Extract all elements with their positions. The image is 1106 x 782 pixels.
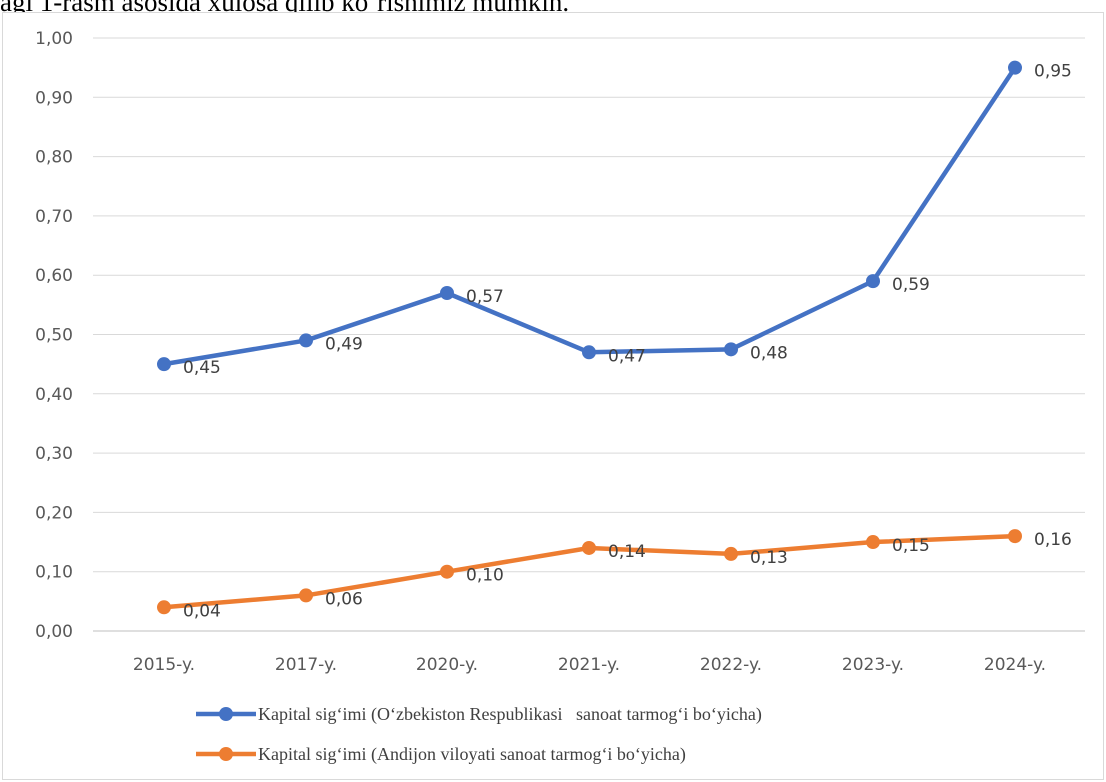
data-point: [724, 342, 738, 357]
y-tick-label: 0,60: [35, 266, 73, 286]
chart-frame: [2, 12, 1104, 780]
legend-item-1: Kapital sig‘imi (O‘zbekiston Respublikas…: [196, 704, 762, 725]
data-label: 0,06: [325, 589, 363, 609]
data-point: [440, 564, 454, 579]
data-label: 0,04: [183, 601, 221, 621]
data-label: 0,16: [1034, 530, 1072, 550]
x-tick-label: 2024-y.: [984, 655, 1046, 675]
y-tick-label: 0,10: [35, 563, 73, 583]
data-point: [1008, 60, 1022, 75]
x-tick-label: 2023-y.: [842, 655, 904, 675]
data-point: [299, 588, 313, 603]
y-axis-ticks: 0,00 0,10 0,20 0,30 0,40 0,50 0,60 0,70 0,80 0,90…: [35, 29, 73, 642]
data-label: 0,59: [892, 275, 930, 295]
data-label: 0,45: [183, 358, 221, 378]
y-tick-label: 0,70: [35, 207, 73, 227]
y-tick-label: 1,00: [35, 29, 73, 49]
legend-marker: [219, 747, 233, 761]
data-point: [1008, 529, 1022, 544]
data-point: [866, 535, 880, 550]
series-1: 0,45 0,49 0,57 0,47 0,48 0,59 0,95: [157, 60, 1072, 378]
x-tick-label: 2022-y.: [700, 655, 762, 675]
data-point: [582, 540, 596, 555]
y-tick-label: 0,20: [35, 503, 73, 523]
x-tick-label: 2020-y.: [416, 655, 478, 675]
data-point: [157, 600, 171, 615]
legend-label: Kapital sig‘imi (Andijon viloyati sanoat…: [258, 744, 686, 765]
data-label: 0,57: [466, 287, 504, 307]
legend-label: Kapital sig‘imi (O‘zbekiston Respublikas…: [258, 704, 762, 725]
legend: Kapital sig‘imi (O‘zbekiston Respublikas…: [196, 704, 762, 765]
x-axis-ticks: 2015-y. 2017-y. 2020-y. 2021-y. 2022-y. 2023-…: [133, 655, 1046, 675]
series-group: 0,45 0,49 0,57 0,47 0,48 0,59 0,95 0,04 0,06 0,10…: [157, 60, 1072, 621]
data-label: 0,95: [1034, 62, 1072, 82]
data-label: 0,14: [608, 542, 646, 562]
data-label: 0,15: [892, 536, 930, 556]
data-label: 0,10: [466, 566, 504, 586]
data-label: 0,48: [750, 343, 788, 363]
legend-item-2: Kapital sig‘imi (Andijon viloyati sanoat…: [196, 744, 686, 765]
x-tick-label: 2021-y.: [558, 655, 620, 675]
data-point: [724, 546, 738, 561]
data-point: [440, 285, 454, 300]
data-point: [299, 333, 313, 348]
data-point: [866, 274, 880, 289]
y-tick-label: 0,30: [35, 444, 73, 464]
y-tick-label: 0,50: [35, 326, 73, 346]
data-point: [582, 345, 596, 360]
data-label: 0,49: [325, 334, 363, 354]
x-tick-label: 2017-y.: [275, 655, 337, 675]
series-2: 0,04 0,06 0,10 0,14 0,13 0,15 0,16: [157, 529, 1072, 621]
x-tick-label: 2015-y.: [133, 655, 195, 675]
y-tick-label: 0,00: [35, 622, 73, 642]
grid-lines: [93, 37, 1085, 632]
y-tick-label: 0,80: [35, 148, 73, 168]
data-point: [157, 357, 171, 372]
data-label: 0,47: [608, 346, 646, 366]
y-tick-label: 0,40: [35, 385, 73, 405]
y-tick-label: 0,90: [35, 88, 73, 108]
data-label: 0,13: [750, 548, 788, 568]
legend-marker: [219, 707, 233, 721]
